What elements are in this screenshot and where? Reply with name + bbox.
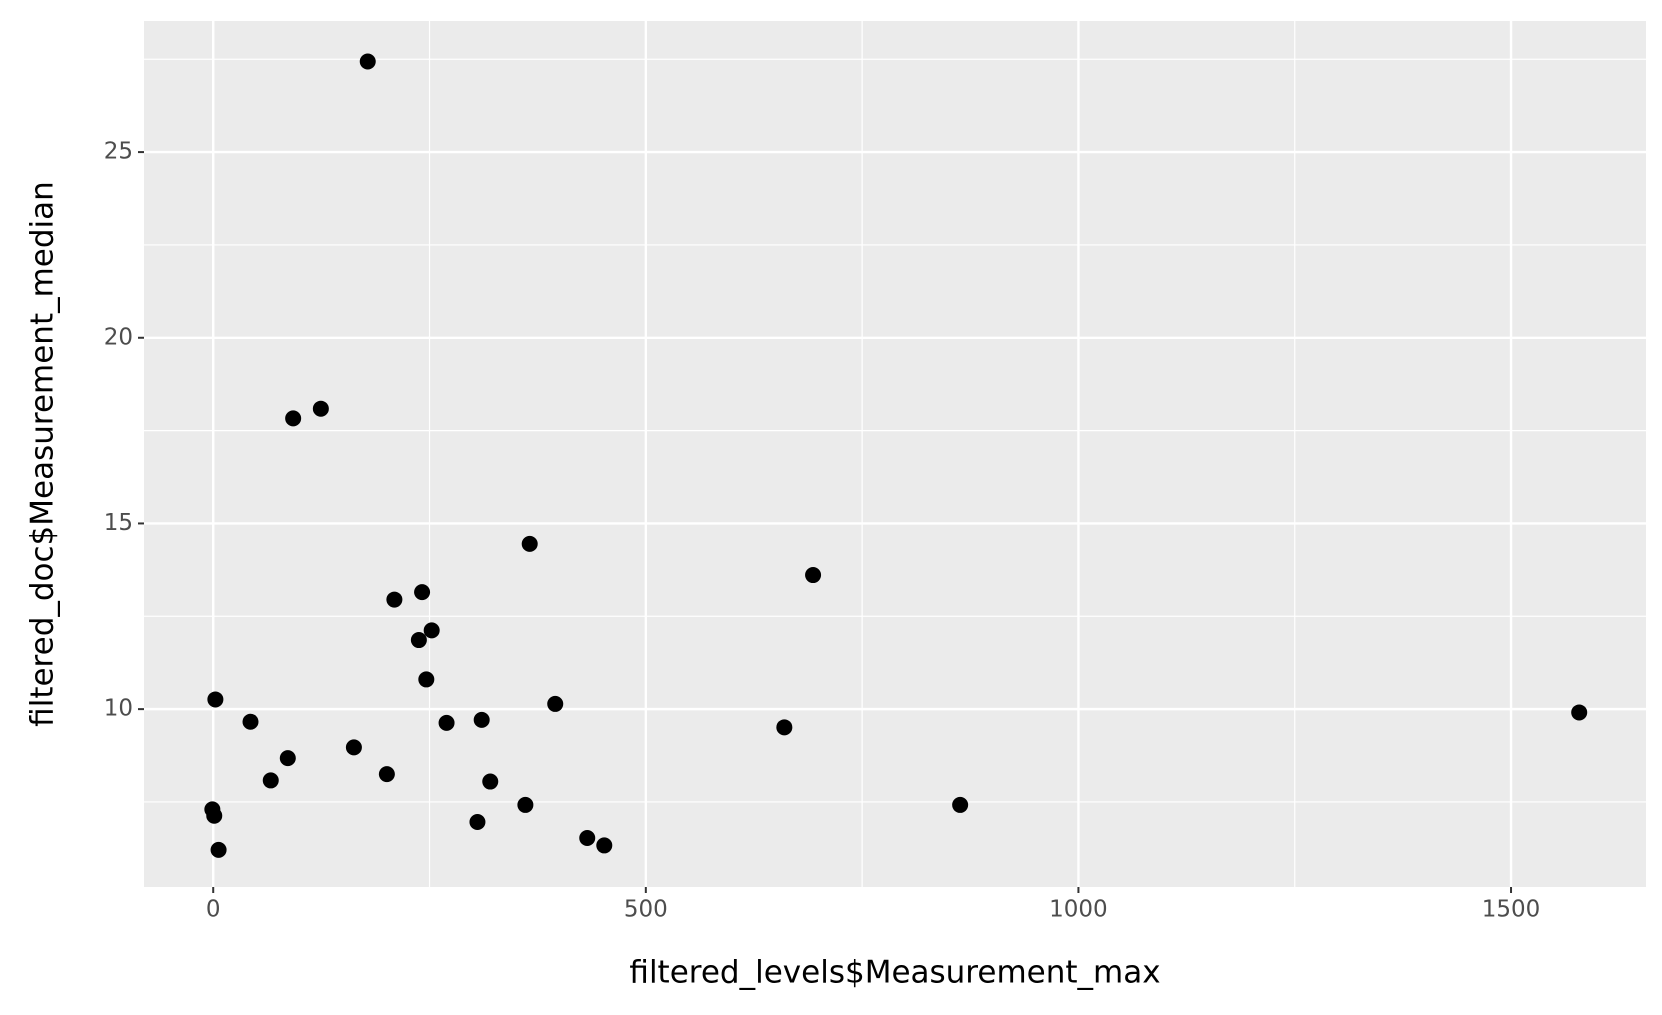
- point: [469, 814, 486, 831]
- point: [521, 535, 538, 552]
- point: [345, 739, 362, 756]
- x-tick-label: 0: [206, 897, 221, 923]
- point: [952, 796, 969, 813]
- y-tick-label: 10: [104, 696, 133, 722]
- point: [517, 796, 534, 813]
- point: [473, 711, 490, 728]
- point: [210, 841, 227, 858]
- point: [312, 400, 329, 417]
- point: [596, 837, 613, 854]
- point: [805, 567, 822, 584]
- point: [410, 632, 427, 649]
- point: [438, 714, 455, 731]
- point: [242, 713, 259, 730]
- point: [279, 750, 296, 767]
- point: [285, 410, 302, 427]
- point: [423, 622, 440, 639]
- point: [262, 772, 279, 789]
- x-tick-label: 1500: [1482, 897, 1541, 923]
- point: [207, 691, 224, 708]
- point: [386, 591, 403, 608]
- point: [414, 584, 431, 601]
- point: [776, 719, 793, 736]
- y-tick-label: 20: [104, 324, 133, 350]
- x-tick-label: 1000: [1049, 897, 1108, 923]
- y-tick-label: 15: [104, 510, 133, 536]
- y-axis-title: filtered_doc$Measurement_median: [25, 181, 61, 727]
- point: [579, 829, 596, 846]
- x-tick-label: 500: [624, 897, 668, 923]
- y-tick-label: 25: [104, 139, 133, 165]
- point: [378, 766, 395, 783]
- panel: [144, 21, 1646, 887]
- point: [418, 671, 435, 688]
- point: [547, 695, 564, 712]
- point: [206, 807, 223, 824]
- point: [1571, 704, 1588, 721]
- point: [359, 53, 376, 70]
- point: [482, 773, 499, 790]
- x-axis-title: filtered_levels$Measurement_max: [629, 955, 1160, 991]
